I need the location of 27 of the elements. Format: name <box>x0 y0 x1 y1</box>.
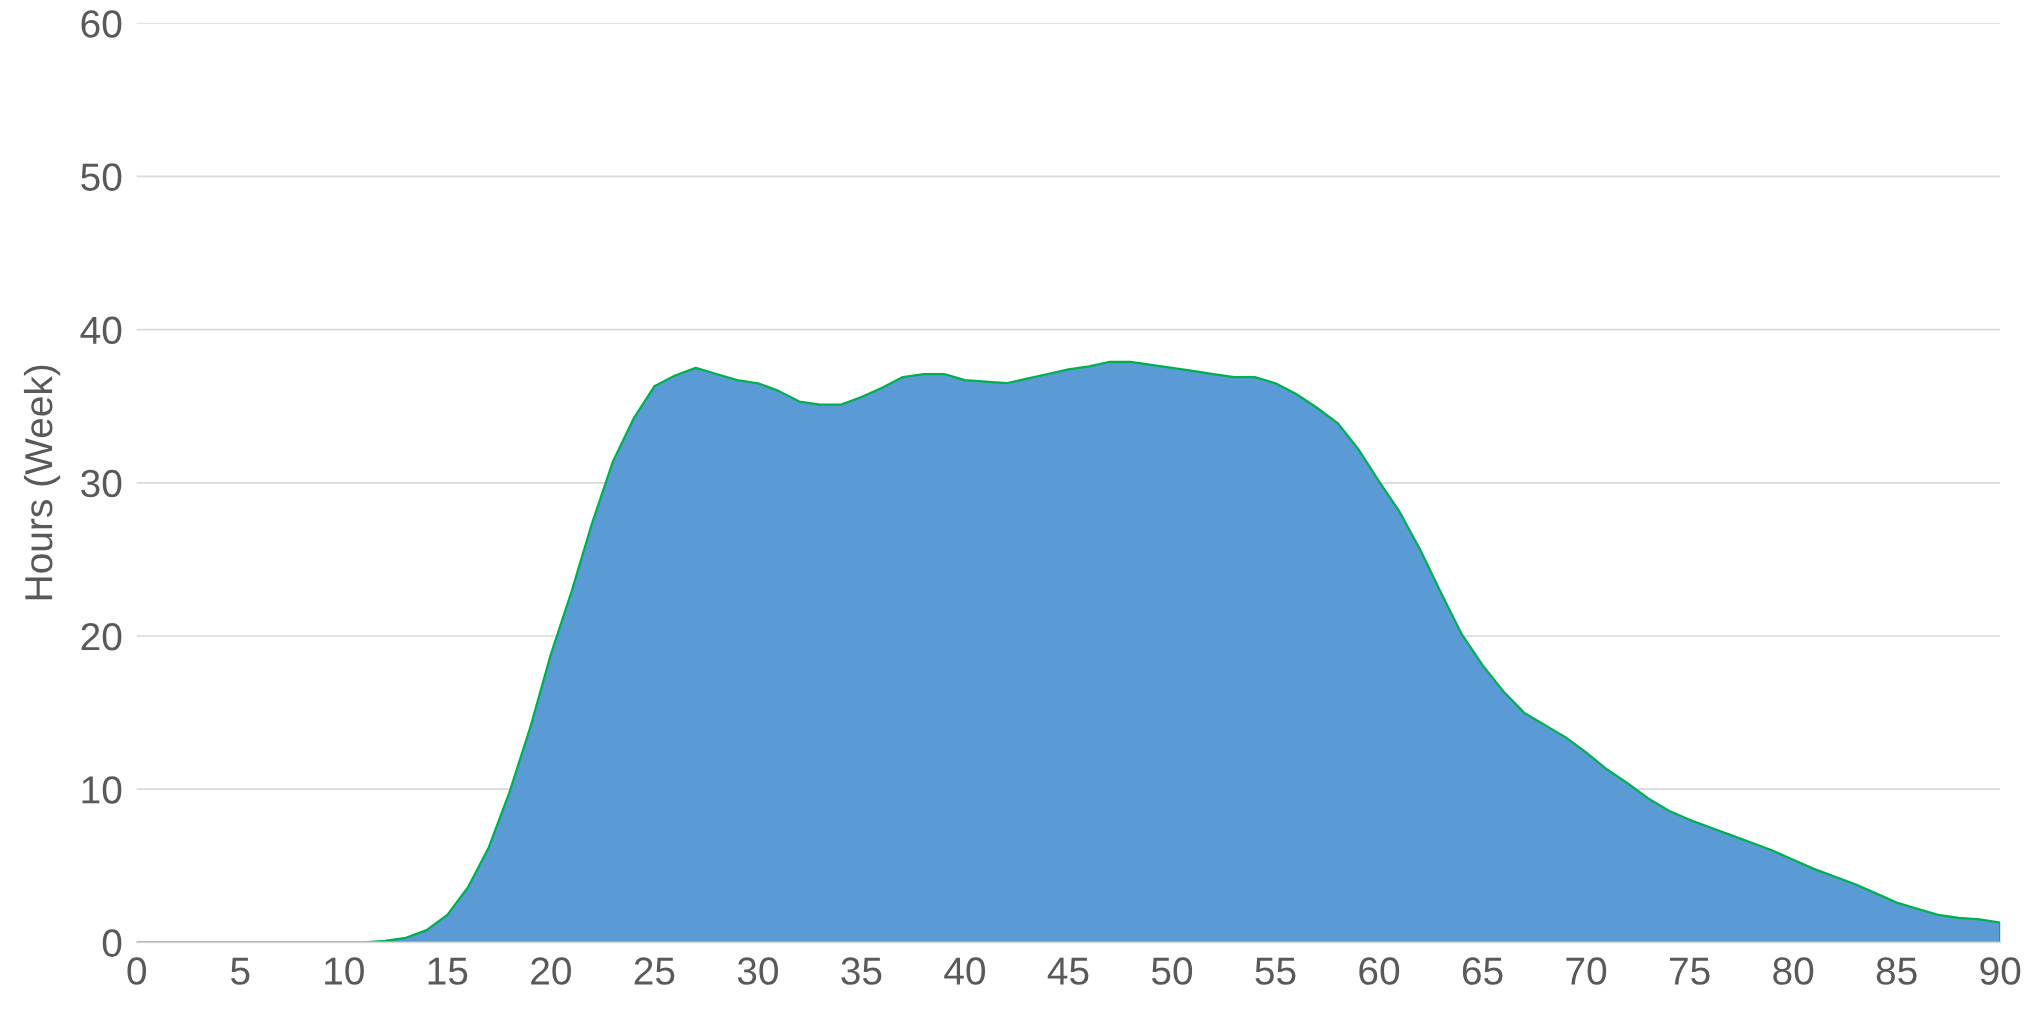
y-tick-label: 40 <box>80 316 122 345</box>
y-tick-label: 10 <box>82 776 122 804</box>
x-tick-label: 80 <box>1773 957 1814 985</box>
x-tick-label: 35 <box>841 957 882 985</box>
x-tick-label: 20 <box>531 957 571 985</box>
y-tick-label: 0 <box>102 929 122 957</box>
x-tick-label: 85 <box>1876 957 1917 985</box>
x-tick-label: 45 <box>1047 957 1089 985</box>
x-tick-label: 25 <box>634 957 675 985</box>
x-tick-label: 60 <box>1359 957 1400 985</box>
y-tick-label: 60 <box>81 10 122 38</box>
y-tick-label: 30 <box>81 469 122 498</box>
x-tick-label: 65 <box>1462 957 1503 985</box>
y-tick-label: 50 <box>81 163 122 191</box>
x-tick-label: 5 <box>231 957 250 985</box>
x-tick-label: 40 <box>944 957 986 985</box>
x-tick-label: 15 <box>428 957 468 985</box>
x-tick-label: 10 <box>325 957 364 985</box>
x-tick-label: 50 <box>1151 957 1193 985</box>
y-tick-label: 20 <box>81 622 122 651</box>
x-tick-label: 75 <box>1669 957 1710 985</box>
y-axis-title: Hours (Week) <box>23 365 61 600</box>
x-tick-label: 90 <box>1980 957 2021 985</box>
x-tick-label: 70 <box>1566 957 1607 985</box>
x-tick-label: 30 <box>737 957 778 985</box>
x-tick-label: 55 <box>1255 957 1296 985</box>
x-tick-label: 0 <box>127 957 147 985</box>
